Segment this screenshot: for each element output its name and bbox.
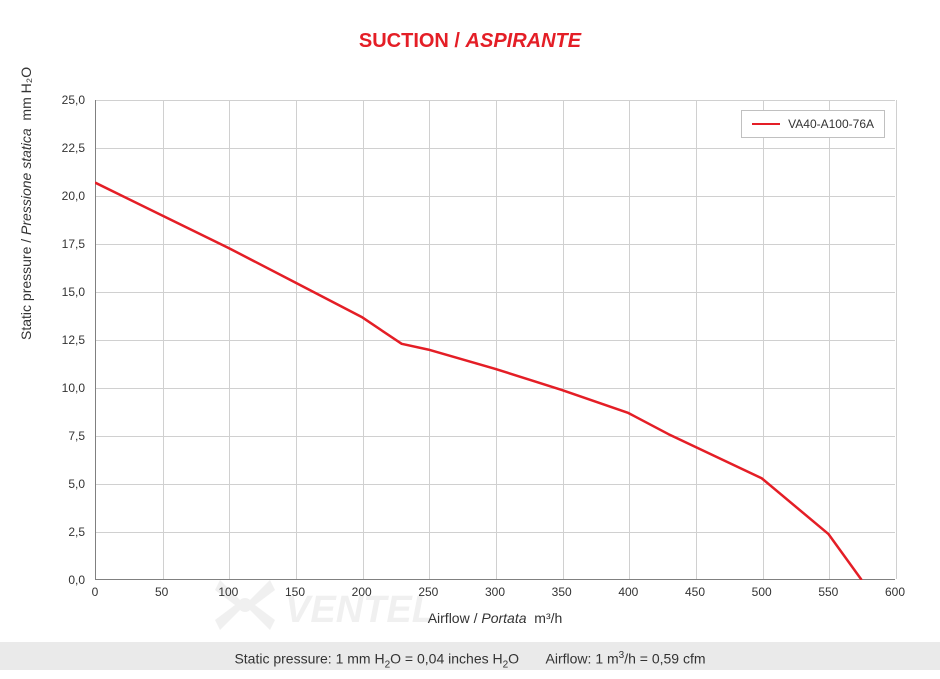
ytick-label: 0,0: [35, 573, 85, 587]
plot-area: [95, 100, 895, 580]
gridline-h: [96, 388, 895, 389]
ytick-label: 20,0: [35, 189, 85, 203]
xlabel-unit: m³/h: [534, 610, 562, 626]
xlabel-italic: Portata: [481, 610, 526, 626]
gridline-h: [96, 148, 895, 149]
gridline-h: [96, 340, 895, 341]
y-axis-label: Static pressure / Pressione statica mm H…: [18, 67, 34, 340]
title-right: ASPIRANTE: [466, 30, 582, 52]
gridline-h: [96, 436, 895, 437]
ylabel-italic: Pressione statica: [18, 128, 34, 235]
x-axis-label: Airflow / Portata m³/h: [95, 610, 895, 626]
xtick-label: 350: [542, 585, 582, 599]
gridline-v: [896, 100, 897, 579]
ytick-label: 17,5: [35, 237, 85, 251]
xtick-label: 500: [742, 585, 782, 599]
xtick-label: 0: [75, 585, 115, 599]
chart-area: VENTEL VA40-A100-76A 0501001502002503003…: [95, 100, 895, 580]
xtick-label: 450: [675, 585, 715, 599]
footer-af-rest: /h = 0,59 cfm: [624, 651, 705, 667]
footer-sp-rest: O = 0,04 inches H: [390, 651, 502, 667]
xtick-label: 300: [475, 585, 515, 599]
gridline-h: [96, 196, 895, 197]
footer-af-label: Airflow: 1 m: [546, 651, 619, 667]
ytick-label: 12,5: [35, 333, 85, 347]
ytick-label: 15,0: [35, 285, 85, 299]
xtick-label: 600: [875, 585, 915, 599]
gridline-h: [96, 484, 895, 485]
ytick-label: 25,0: [35, 93, 85, 107]
legend-swatch: [752, 123, 780, 125]
footer-sp-label: Static pressure: 1 mm H: [234, 651, 384, 667]
xtick-label: 150: [275, 585, 315, 599]
ytick-label: 10,0: [35, 381, 85, 395]
footer-conversion: Static pressure: 1 mm H2O = 0,04 inches …: [0, 642, 940, 670]
xtick-label: 50: [142, 585, 182, 599]
ytick-label: 7,5: [35, 429, 85, 443]
title-sep: /: [449, 30, 466, 52]
ytick-label: 5,0: [35, 477, 85, 491]
xtick-label: 200: [342, 585, 382, 599]
xlabel-plain: Airflow: [428, 610, 470, 626]
legend: VA40-A100-76A: [741, 110, 885, 138]
title-left: SUCTION: [359, 30, 449, 52]
ytick-label: 2,5: [35, 525, 85, 539]
gridline-h: [96, 244, 895, 245]
gridline-h: [96, 532, 895, 533]
legend-label: VA40-A100-76A: [788, 117, 874, 131]
ylabel-plain: Static pressure: [18, 247, 34, 340]
ylabel-unit: mm H₂O: [18, 67, 34, 121]
footer-sp-end: O: [508, 651, 519, 667]
xtick-label: 400: [608, 585, 648, 599]
chart-title: SUCTION / ASPIRANTE: [0, 30, 940, 53]
gridline-h: [96, 100, 895, 101]
gridline-h: [96, 292, 895, 293]
xtick-label: 250: [408, 585, 448, 599]
xtick-label: 100: [208, 585, 248, 599]
xtick-label: 550: [808, 585, 848, 599]
ytick-label: 22,5: [35, 141, 85, 155]
